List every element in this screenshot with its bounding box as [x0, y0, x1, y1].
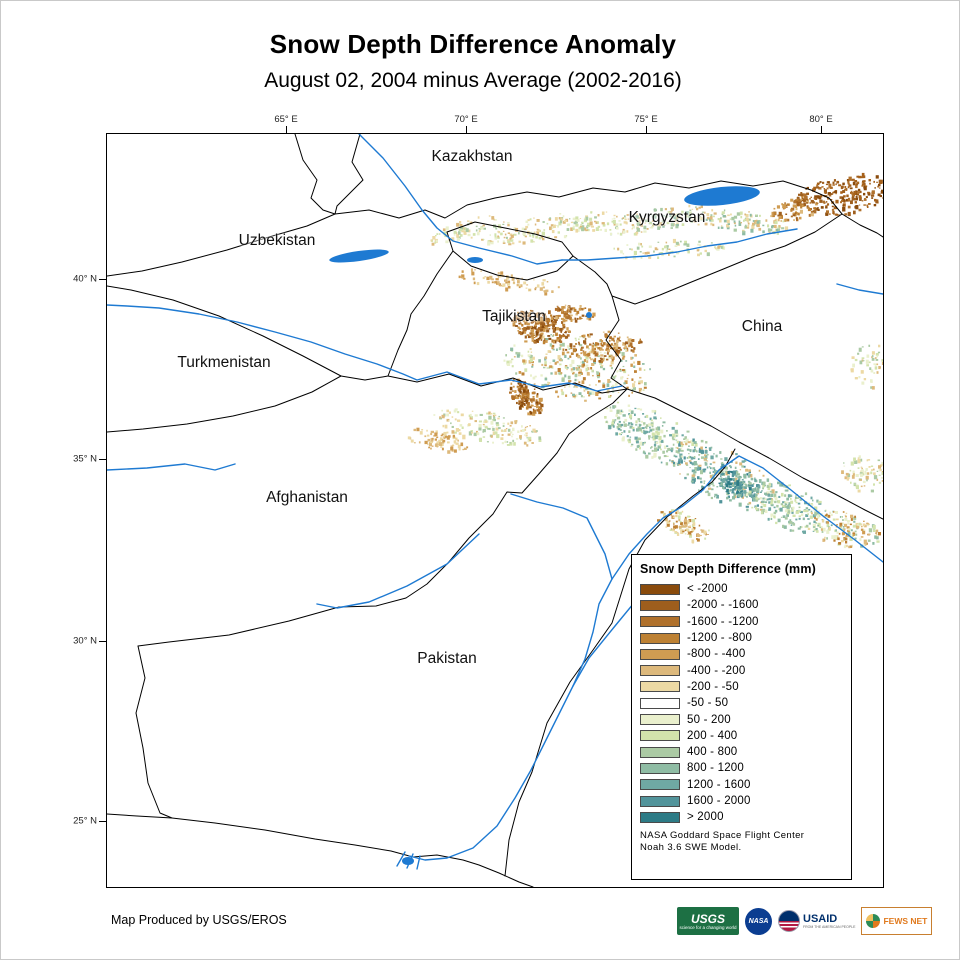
country-label-kyrgyzstan: Kyrgyzstan — [628, 209, 706, 227]
country-label-pakistan: Pakistan — [417, 650, 477, 668]
lat-tick-mark — [99, 459, 106, 460]
rivers — [107, 134, 883, 870]
fews-net-logo-text: FEWS NET — [883, 916, 928, 926]
usgs-logo-tagline: science for a changing world — [679, 924, 737, 930]
legend-row: 800 - 1200 — [640, 760, 843, 776]
country-label-kazakhstan: Kazakhstan — [431, 148, 513, 166]
legend-swatch — [640, 697, 680, 709]
lat-tick-label: 30° N — [73, 635, 97, 647]
lon-tick-mark — [646, 126, 647, 133]
legend-label: 1600 - 2000 — [687, 795, 751, 807]
legend-note: NASA Goddard Space Flight Center Noah 3.6… — [640, 830, 843, 854]
legend-label: 800 - 1200 — [687, 762, 744, 775]
legend-swatch — [640, 616, 680, 628]
fews-net-globe-icon — [866, 914, 881, 928]
legend-swatch — [640, 746, 680, 758]
legend-swatch — [640, 730, 680, 742]
lon-tick-mark — [821, 126, 822, 133]
legend-note-line: Noah 3.6 SWE Model. — [640, 842, 742, 854]
country-label-tajikistan: Tajikistan — [482, 308, 546, 326]
legend-row: -1200 - -800 — [640, 630, 843, 646]
country-label-turkmenistan: Turkmenistan — [177, 354, 271, 372]
legend-swatch — [640, 599, 680, 611]
lakes — [329, 186, 760, 865]
legend-rows: < -2000 -2000 - -1600 -1600 - -1200 -1200 -… — [640, 581, 843, 825]
legend-row: -800 - -400 — [640, 646, 843, 662]
legend-label: 400 - 800 — [687, 746, 738, 759]
legend-label: -1200 - -800 — [687, 632, 753, 645]
page-subtitle: August 02, 2004 minus Average (2002-2016… — [264, 69, 682, 92]
legend-swatch — [640, 632, 680, 644]
country-label-afghanistan: Afghanistan — [266, 489, 348, 507]
map-credit: Map Produced by USGS/EROS — [111, 913, 287, 927]
legend-row: -2000 - -1600 — [640, 597, 843, 613]
legend-label: -400 - -200 — [687, 664, 746, 677]
map-canvas: Kazakhstan Kyrgyzstan Uzbekistan Tajikistan… — [106, 133, 884, 888]
legend-swatch — [640, 583, 680, 595]
legend-swatch — [640, 648, 680, 660]
legend-label: -200 - -50 — [687, 680, 739, 693]
logos-row: USGS science for a changing world NASA U… — [677, 905, 933, 937]
lon-tick-label: 75° E — [634, 114, 658, 125]
legend-swatch — [640, 779, 680, 791]
legend-title: Snow Depth Difference (mm) — [640, 562, 817, 576]
lat-tick-label: 35° N — [73, 453, 97, 465]
snow-anomaly-speckles — [407, 172, 883, 549]
lon-tick-label: 70° E — [454, 114, 478, 125]
legend-row: -200 - -50 — [640, 679, 843, 695]
legend-label: -50 - 50 — [687, 697, 729, 710]
legend-row: 400 - 800 — [640, 744, 843, 760]
legend-swatch — [640, 714, 680, 726]
lat-tick-mark — [99, 279, 106, 280]
usaid-logo-tagline: FROM THE AMERICAN PEOPLE — [803, 924, 856, 929]
lon-tick-mark — [286, 126, 287, 133]
legend-row: 200 - 400 — [640, 728, 843, 744]
map-legend: Snow Depth Difference (mm) < -2000 -2000 … — [631, 554, 852, 880]
legend-row: 1600 - 2000 — [640, 793, 843, 809]
legend-label: 1200 - 1600 — [687, 778, 751, 791]
nasa-logo: NASA — [745, 907, 772, 935]
lon-tick-label: 65° E — [274, 114, 298, 125]
legend-swatch — [640, 795, 680, 807]
legend-swatch — [640, 762, 680, 774]
legend-label: 50 - 200 — [687, 713, 731, 726]
legend-swatch — [640, 665, 680, 677]
country-label-china: China — [741, 318, 783, 336]
lon-tick-mark — [466, 126, 467, 133]
page-title: Snow Depth Difference Anomaly — [269, 29, 677, 59]
usgs-logo-text: USGS — [690, 911, 725, 926]
lat-tick-label: 40° N — [73, 273, 97, 285]
map-graphic — [107, 134, 883, 887]
legend-label: -1600 - -1200 — [687, 615, 759, 628]
usaid-emblem-icon — [778, 910, 800, 932]
lat-tick-mark — [99, 821, 106, 822]
country-label-uzbekistan: Uzbekistan — [238, 232, 316, 250]
usgs-logo: USGS science for a changing world — [677, 907, 739, 935]
usaid-logo-text: USAID — [803, 912, 838, 925]
legend-label: -2000 - -1600 — [687, 599, 759, 612]
fews-net-logo: FEWS NET — [861, 907, 933, 935]
legend-row: -50 - 50 — [640, 695, 843, 711]
legend-row: 1200 - 1600 — [640, 777, 843, 793]
legend-label: -800 - -400 — [687, 648, 746, 661]
legend-swatch — [640, 681, 680, 693]
usaid-logo: USAID FROM THE AMERICAN PEOPLE — [778, 907, 856, 935]
legend-note-line: NASA Goddard Space Flight Center — [640, 830, 805, 842]
lat-tick-label: 25° N — [73, 815, 97, 827]
legend-label: 200 - 400 — [687, 729, 738, 742]
legend-swatch — [640, 811, 680, 823]
legend-row: -1600 - -1200 — [640, 614, 843, 630]
legend-label: < -2000 — [687, 583, 728, 596]
legend-row: > 2000 — [640, 809, 843, 825]
legend-row: -400 - -200 — [640, 662, 843, 678]
legend-label: > 2000 — [687, 811, 724, 824]
legend-row: < -2000 — [640, 581, 843, 597]
legend-row: 50 - 200 — [640, 711, 843, 727]
nasa-logo-text: NASA — [748, 917, 769, 925]
lon-tick-label: 80° E — [809, 114, 833, 125]
lat-tick-mark — [99, 641, 106, 642]
